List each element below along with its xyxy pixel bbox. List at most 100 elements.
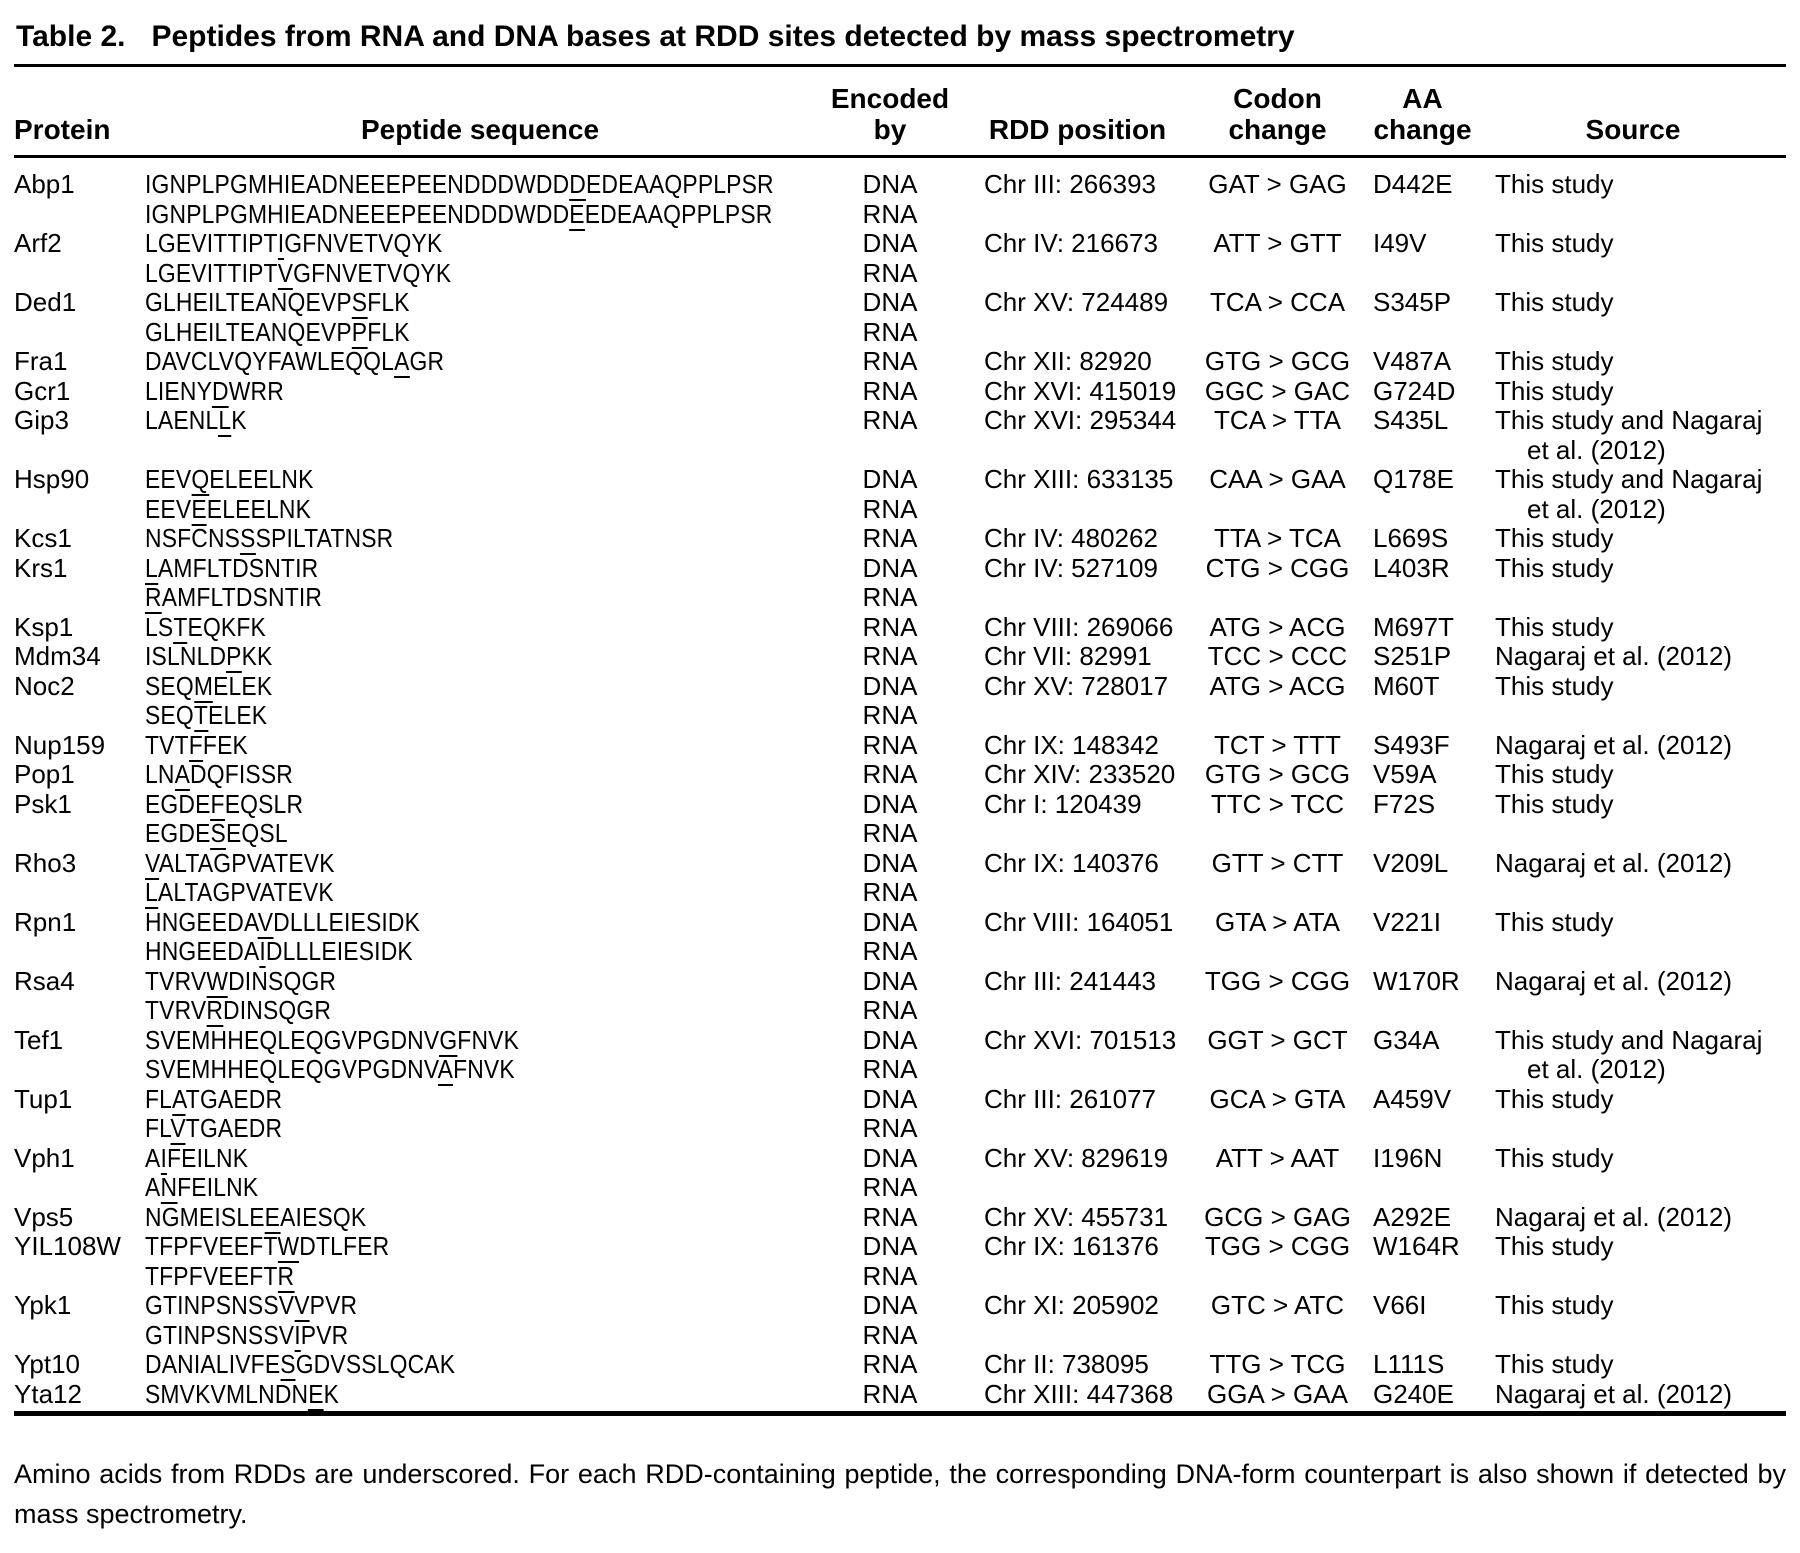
codon-change-cell	[1190, 701, 1365, 731]
codon-change-cell	[1190, 200, 1365, 230]
source-cell: This study	[1480, 346, 1786, 377]
aa-change-cell	[1365, 1173, 1480, 1203]
peptide-sequence: FLATGAEDR	[145, 1083, 283, 1116]
codon-change-cell: TTG > TCG	[1209, 1349, 1346, 1379]
rdd-position-cell	[965, 1173, 1190, 1203]
table-row: Abp1 IGNPLPGMHIEADNEEEPEENDDDWDDDEDEAAQPP…	[14, 157, 1786, 201]
codon-change-cell: TCA > TTA	[1214, 405, 1341, 435]
peptide-cell: LSTEQKFK	[145, 611, 815, 644]
aa-change-cell: G34A	[1373, 1024, 1440, 1055]
peptide-sequence: LAENLLK	[145, 405, 247, 437]
aa-change-cell: G240E	[1373, 1378, 1454, 1409]
rdd-position-cell: Chr XVI: 295344	[984, 405, 1177, 435]
protein-cell: Gcr1	[14, 375, 71, 406]
source-cell: This study	[1480, 759, 1786, 790]
source-cell: This study	[1480, 376, 1786, 407]
aa-change-cell	[1365, 937, 1480, 967]
protein-cell	[14, 1055, 145, 1085]
protein-cell	[14, 878, 145, 908]
peptide-sequence: IGNPLPGMHIEADNEEEPEENDDDWDDEEDEAAQPPLPSR	[145, 198, 773, 231]
rdd-residue-underline: I	[294, 1319, 301, 1352]
source-cell: This study	[1480, 287, 1786, 318]
source-line: This study	[1495, 788, 1614, 819]
peptide-cell: IGNPLPGMHIEADNEEEPEENDDDWDDDEDEAAQPPLPSR	[145, 157, 815, 201]
protein-cell: YIL108W	[14, 1231, 121, 1261]
aa-change-cell: V59A	[1373, 759, 1437, 789]
aa-change-cell: L669S	[1373, 523, 1449, 553]
peptide-sequence: LIENYDWRR	[145, 375, 284, 408]
rdd-position-cell	[965, 259, 1190, 289]
codon-change-cell: TGG > CGG	[1204, 1231, 1351, 1261]
source-cell: Nagaraj et al. (2012)	[1480, 730, 1786, 761]
codon-change-cell: ATT > AAT	[1215, 1142, 1340, 1173]
rdd-residue-underline: T	[173, 611, 188, 644]
source-line: This study	[1495, 228, 1614, 258]
source-cell	[1480, 583, 1786, 613]
table-row: Ded1 GLHEILTEANQEVPSFLK DNA Chr XV: 724489 T…	[14, 287, 1786, 319]
encoded-by-cell: RNA	[862, 729, 918, 760]
source-cell: Nagaraj et al. (2012)	[1480, 641, 1786, 672]
encoded-by-cell: DNA	[862, 788, 918, 819]
rdd-position-cell	[965, 200, 1190, 230]
aa-change-cell: A459V	[1373, 1083, 1452, 1114]
source-cell	[1480, 701, 1786, 731]
peptide-cell: TVRVRDINSQGR	[145, 995, 815, 1027]
peptide-table: Protein Peptide sequence Encoded by RDD …	[14, 67, 1786, 1411]
protein-cell	[14, 495, 145, 525]
peptide-sequence: ANFEILNK	[145, 1172, 259, 1204]
peptide-sequence: GTINPSNSSVIPVR	[145, 1319, 349, 1352]
rdd-residue-underline: L	[218, 405, 232, 437]
source-line: Nagaraj et al. (2012)	[1495, 1201, 1733, 1232]
column-header-codon-change: Codon change	[1190, 67, 1365, 158]
source-line: Nagaraj et al. (2012)	[1495, 965, 1733, 996]
peptide-cell: LAENLLK	[145, 405, 815, 465]
rdd-residue-underline: F	[188, 729, 203, 762]
rdd-position-cell	[965, 1055, 1190, 1085]
encoded-by-cell: RNA	[862, 1378, 918, 1409]
peptide-sequence: GLHEILTEANQEVPPFLK	[145, 316, 410, 349]
aa-change-cell: V221I	[1373, 906, 1441, 937]
rdd-residue-underline: N	[160, 1172, 178, 1204]
table-row: RAMFLTDSNTIR RNA	[14, 582, 1786, 614]
encoded-by-cell: DNA	[862, 169, 918, 199]
encoded-by-cell: RNA	[862, 700, 918, 730]
aa-change-cell	[1365, 1055, 1480, 1085]
rdd-residue-underline: E	[569, 198, 585, 231]
encoded-by-cell: RNA	[862, 1260, 918, 1291]
protein-cell: Nup159	[14, 729, 106, 760]
aa-change-cell	[1365, 1321, 1480, 1351]
aa-change-cell: Q178E	[1373, 464, 1454, 494]
peptide-cell: DANIALIVFESGDVSSLQCAK	[145, 1349, 815, 1381]
codon-change-cell: GTG > GCG	[1204, 759, 1351, 789]
encoded-by-cell: RNA	[862, 995, 918, 1025]
peptide-cell: FLATGAEDR	[145, 1083, 815, 1116]
rdd-position-cell	[965, 1321, 1190, 1351]
source-cell: Nagaraj et al. (2012)	[1480, 848, 1786, 879]
codon-change-cell: GTT > CTT	[1211, 847, 1344, 878]
source-cell: This study	[1480, 907, 1786, 938]
source-line: et al. (2012)	[1527, 434, 1666, 465]
source-line: This study	[1495, 759, 1614, 789]
table-bottom-rule	[14, 1411, 1786, 1416]
protein-cell: Noc2	[14, 670, 75, 701]
encoded-by-cell: DNA	[862, 552, 918, 583]
rdd-position-cell: Chr VIII: 164051	[984, 906, 1174, 937]
table-row: Arf2 LGEVITTIPTIGFNVETVQYK DNA Chr IV: 2166…	[14, 228, 1786, 260]
codon-change-cell	[1190, 996, 1365, 1026]
source-cell: et al. (2012)	[1480, 494, 1786, 525]
encoded-by-cell: RNA	[862, 877, 918, 907]
column-header-source: Source	[1480, 67, 1786, 158]
encoded-by-cell: DNA	[862, 1290, 918, 1320]
rdd-residue-underline: V	[257, 906, 274, 939]
protein-cell	[14, 937, 145, 967]
codon-change-cell: GGT > GCT	[1207, 1024, 1348, 1055]
peptide-cell: IGNPLPGMHIEADNEEEPEENDDDWDDEEDEAAQPPLPSR	[145, 198, 815, 231]
rdd-position-cell	[965, 1114, 1190, 1144]
peptide-cell: RAMFLTDSNTIR	[145, 582, 815, 614]
codon-change-cell	[1190, 1262, 1365, 1292]
protein-cell	[14, 318, 145, 348]
source-line: This study and Nagaraj	[1495, 1024, 1763, 1055]
protein-cell: Mdm34	[14, 641, 101, 671]
protein-cell	[14, 1321, 145, 1351]
encoded-by-cell: DNA	[862, 847, 918, 878]
